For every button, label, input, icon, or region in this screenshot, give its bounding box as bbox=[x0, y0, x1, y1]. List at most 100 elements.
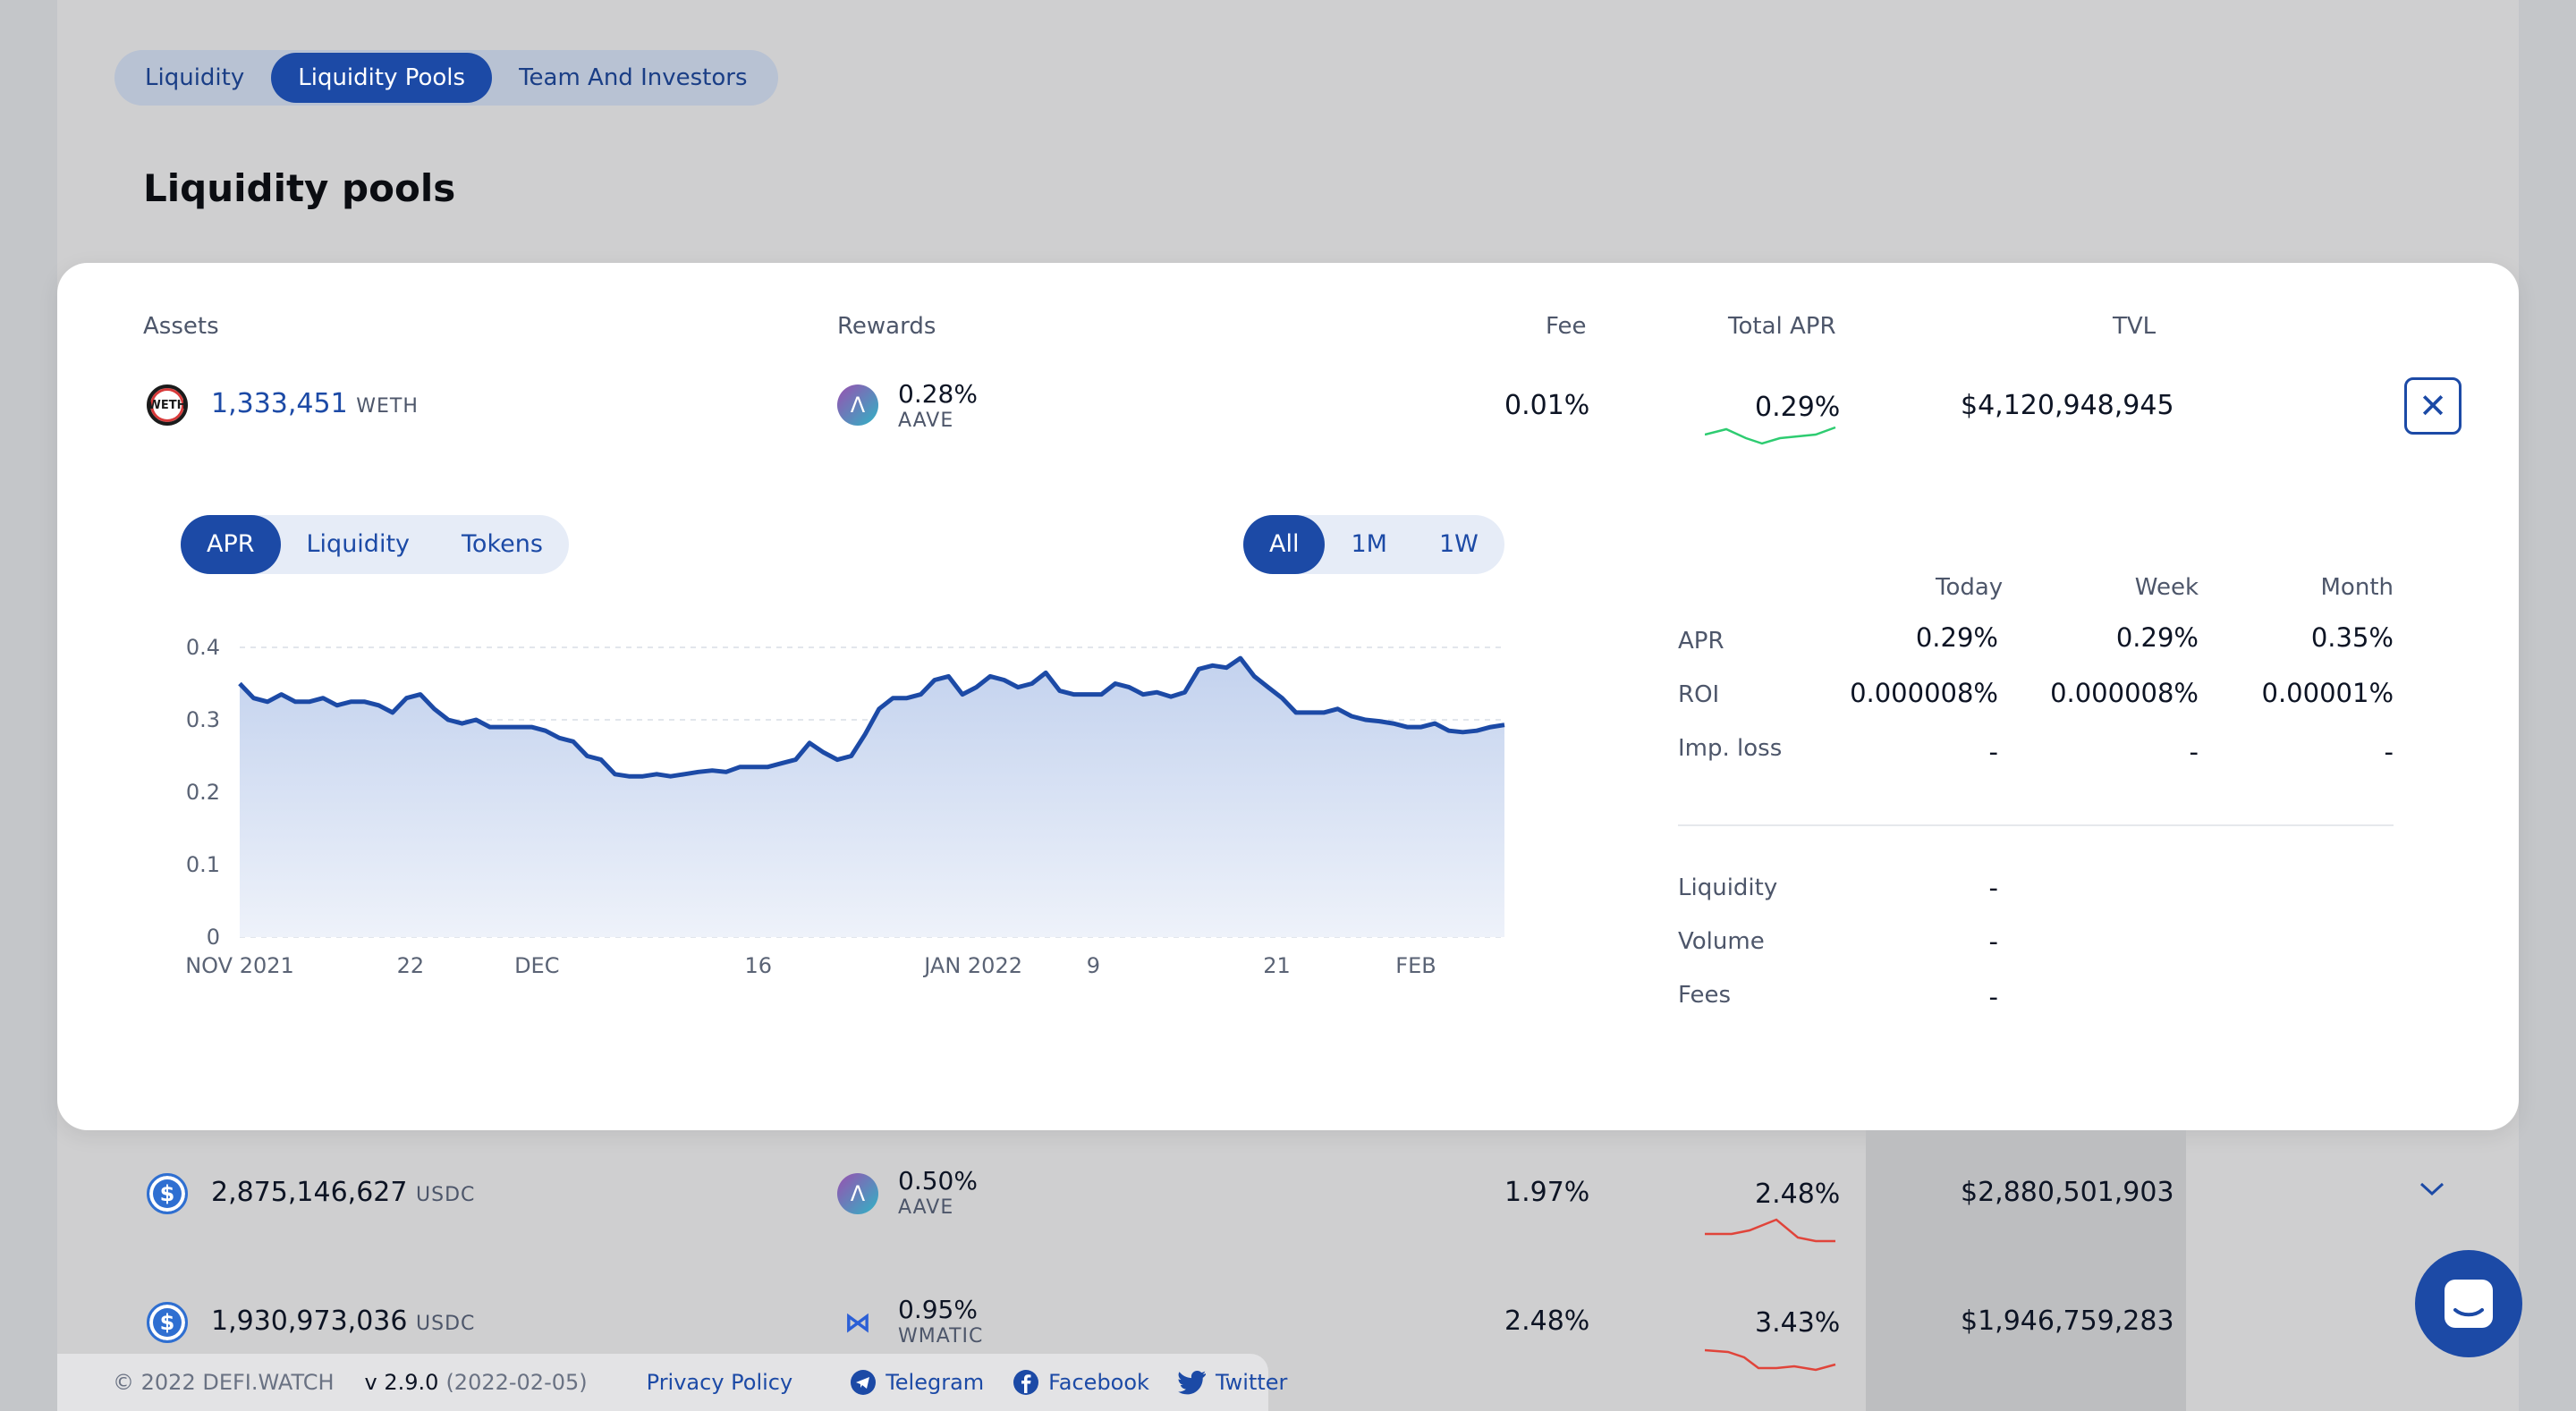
range-tab-all[interactable]: All bbox=[1243, 515, 1326, 574]
roi-today: 0.000008% bbox=[1850, 678, 1998, 708]
x-tick-label: 22 bbox=[397, 953, 425, 978]
header-total-apr: Total APR bbox=[1728, 313, 1836, 340]
facebook-icon bbox=[1013, 1370, 1039, 1395]
twitter-label: Twitter bbox=[1215, 1370, 1288, 1395]
row1-tvl: $2,880,501,903 bbox=[1961, 1177, 2174, 1208]
chat-support-button[interactable] bbox=[2415, 1250, 2522, 1357]
chart-tab-liquidity[interactable]: Liquidity bbox=[306, 530, 411, 558]
apr-week: 0.29% bbox=[2115, 622, 2199, 653]
chevron-down-icon[interactable] bbox=[2419, 1180, 2445, 1198]
row2-tvl: $1,946,759,283 bbox=[1961, 1305, 2174, 1337]
detail-liquidity: - bbox=[1988, 873, 1998, 903]
apr-sparkline bbox=[1705, 426, 1836, 445]
chat-icon bbox=[2445, 1280, 2493, 1328]
detail-label-volume: Volume bbox=[1678, 928, 1765, 955]
apr-month: 0.35% bbox=[2310, 622, 2394, 653]
detail-volume: - bbox=[1988, 926, 1998, 957]
row1-reward-symbol: AAVE bbox=[898, 1196, 954, 1219]
row-label-apr: APR bbox=[1678, 628, 1724, 655]
tab-liquidity-pools[interactable]: Liquidity Pools bbox=[271, 53, 493, 103]
footer-version-date: (2022-02-05) bbox=[445, 1370, 588, 1395]
y-tick-label: 0.2 bbox=[186, 780, 220, 805]
x-tick-label: 21 bbox=[1263, 953, 1291, 978]
footer: © 2022 DEFI.WATCH v 2.9.0 (2022-02-05) P… bbox=[57, 1354, 1287, 1411]
detail-label-liquidity: Liquidity bbox=[1678, 874, 1778, 901]
col-month: Month bbox=[2320, 574, 2394, 601]
row2-total-apr: 3.43% bbox=[1755, 1307, 1841, 1339]
stats-divider bbox=[1678, 824, 2394, 826]
header-tvl: TVL bbox=[2113, 313, 2157, 340]
tab-liquidity[interactable]: Liquidity bbox=[145, 64, 245, 91]
matic-icon: ⋈ bbox=[844, 1306, 871, 1339]
page-title: Liquidity pools bbox=[143, 166, 456, 210]
row2-reward-symbol: WMATIC bbox=[898, 1325, 984, 1348]
tvl-column-highlight bbox=[1866, 1130, 2186, 1411]
header-fee: Fee bbox=[1546, 313, 1587, 340]
asset-amount: 1,333,451 WETH bbox=[211, 388, 419, 419]
chart-tab-apr[interactable]: APR bbox=[181, 515, 281, 574]
pool-fee: 0.01% bbox=[1504, 390, 1590, 421]
facebook-label: Facebook bbox=[1048, 1370, 1149, 1395]
chart-range-selector: All 1M 1W bbox=[1243, 515, 1504, 574]
chart-metric-selector: APR Liquidity Tokens bbox=[181, 515, 569, 574]
row2-asset-symbol: USDC bbox=[416, 1313, 476, 1335]
apr-chart: 0.4 0.3 0.2 0.1 0 NOV 2021 22 DEC 16 JAN 2022 9 21… bbox=[185, 635, 1505, 978]
telegram-label: Telegram bbox=[886, 1370, 985, 1395]
col-week: Week bbox=[2134, 574, 2199, 601]
tab-team-and-investors[interactable]: Team And Investors bbox=[519, 64, 748, 91]
asset-symbol: WETH bbox=[356, 395, 419, 418]
row2-apr-sparkline bbox=[1705, 1348, 1836, 1372]
section-tabs: Liquidity Liquidity Pools Team And Inves… bbox=[114, 50, 778, 106]
twitter-icon bbox=[1177, 1371, 1206, 1395]
footer-copyright: © 2022 DEFI.WATCH bbox=[113, 1370, 335, 1395]
range-tab-1w[interactable]: 1W bbox=[1438, 530, 1479, 558]
detail-fees: - bbox=[1988, 982, 1998, 1012]
header-rewards: Rewards bbox=[837, 313, 936, 340]
chart-area bbox=[240, 658, 1504, 937]
y-tick-label: 0 bbox=[207, 925, 220, 950]
imp-loss-week: - bbox=[2189, 737, 2199, 767]
twitter-link[interactable]: Twitter bbox=[1177, 1370, 1288, 1395]
reward-pct: 0.28% bbox=[898, 379, 978, 409]
facebook-link[interactable]: Facebook bbox=[1013, 1369, 1149, 1396]
chart-line bbox=[238, 655, 1505, 779]
x-tick-label: 9 bbox=[1087, 953, 1100, 978]
telegram-icon bbox=[851, 1370, 877, 1395]
row-label-imp-loss: Imp. loss bbox=[1678, 735, 1783, 762]
x-tick-label: NOV 2021 bbox=[185, 953, 294, 978]
telegram-link[interactable]: Telegram bbox=[850, 1369, 984, 1396]
privacy-policy-link[interactable]: Privacy Policy bbox=[646, 1370, 793, 1395]
imp-loss-month: - bbox=[2384, 737, 2394, 767]
usdc-icon: $ bbox=[147, 1173, 188, 1214]
chart-y-ticks: 0.4 0.3 0.2 0.1 0 bbox=[186, 635, 220, 950]
roi-week: 0.000008% bbox=[2050, 678, 2199, 708]
apr-today: 0.29% bbox=[1915, 622, 1998, 653]
aave-icon: Λ bbox=[837, 1173, 878, 1214]
chart-tab-tokens[interactable]: Tokens bbox=[462, 530, 543, 558]
row1-fee: 1.97% bbox=[1504, 1177, 1590, 1208]
detail-label-fees: Fees bbox=[1678, 982, 1732, 1009]
x-tick-label: DEC bbox=[514, 953, 559, 978]
x-tick-label: FEB bbox=[1395, 953, 1436, 978]
imp-loss-today: - bbox=[1988, 737, 1998, 767]
row1-apr-sparkline bbox=[1705, 1218, 1835, 1243]
pool-total-apr: 0.29% bbox=[1755, 392, 1841, 423]
row2-asset-amount[interactable]: 1,930,973,036 USDC bbox=[211, 1305, 476, 1337]
aave-icon: Λ bbox=[837, 384, 878, 426]
weth-icon: WETH bbox=[147, 384, 188, 426]
y-tick-label: 0.3 bbox=[186, 707, 220, 732]
close-button[interactable]: ✕ bbox=[2404, 377, 2462, 435]
y-tick-label: 0.1 bbox=[186, 852, 220, 877]
row-label-roi: ROI bbox=[1678, 681, 1720, 708]
col-today: Today bbox=[1936, 574, 2004, 601]
row2-fee: 2.48% bbox=[1504, 1305, 1590, 1337]
row1-total-apr: 2.48% bbox=[1755, 1179, 1841, 1210]
y-tick-label: 0.4 bbox=[186, 635, 220, 660]
header-assets: Assets bbox=[143, 313, 219, 340]
x-tick-label: 16 bbox=[744, 953, 772, 978]
range-tab-1m[interactable]: 1M bbox=[1351, 530, 1387, 558]
reward-symbol: AAVE bbox=[898, 410, 954, 432]
x-tick-label: JAN 2022 bbox=[922, 953, 1022, 978]
row1-asset-amount[interactable]: 2,875,146,627 USDC bbox=[211, 1177, 476, 1208]
chart-x-ticks: NOV 2021 22 DEC 16 JAN 2022 9 21 FEB bbox=[185, 953, 1436, 978]
